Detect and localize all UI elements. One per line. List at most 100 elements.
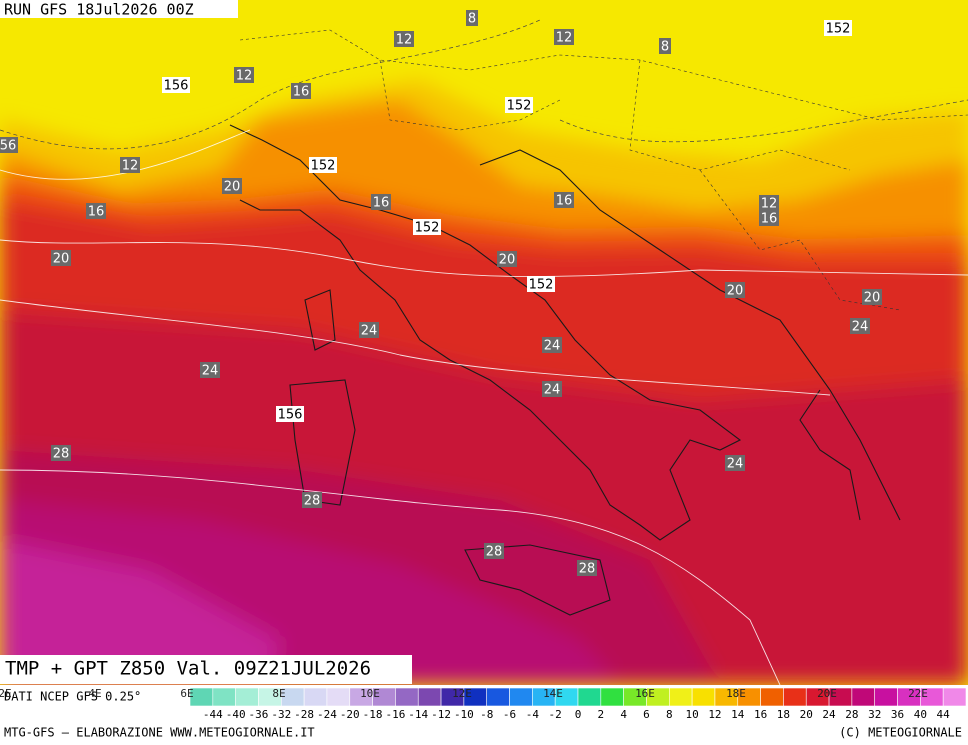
geopotential-label: 152 bbox=[826, 22, 851, 37]
run-box bbox=[0, 0, 238, 18]
geopotential-label: 152 bbox=[311, 159, 336, 174]
temperature-label-box bbox=[497, 251, 517, 267]
temperature-label: 12 bbox=[761, 197, 778, 212]
longitude-label: 8E bbox=[272, 687, 285, 700]
temperature-label: 20 bbox=[864, 291, 881, 306]
temperature-label: 16 bbox=[761, 212, 778, 227]
temperature-label: 20 bbox=[727, 284, 744, 299]
temperature-label: 16 bbox=[293, 85, 310, 100]
geopotential-label-box bbox=[505, 97, 533, 113]
colorbar-label: -32 bbox=[271, 708, 291, 721]
temperature-label: 24 bbox=[544, 383, 561, 398]
colorbar-label: 10 bbox=[685, 708, 698, 721]
colorbar-label: -4 bbox=[526, 708, 540, 721]
temperature-label: 28 bbox=[579, 562, 596, 577]
temperature-label-box bbox=[850, 318, 870, 334]
temperature-label: 8 bbox=[468, 12, 476, 27]
colorbar-label: -28 bbox=[294, 708, 314, 721]
colorbar-swatch bbox=[486, 687, 510, 707]
temperature-label-box bbox=[234, 67, 254, 83]
colorbar-label: 0 bbox=[575, 708, 582, 721]
temperature-label: 16 bbox=[556, 194, 573, 209]
temperature-label-box bbox=[120, 157, 140, 173]
colorbar-swatch bbox=[303, 687, 328, 707]
temperature-label-box bbox=[302, 492, 322, 508]
temperature-label-box bbox=[394, 31, 414, 47]
colorbar-label: 20 bbox=[800, 708, 813, 721]
colorbar-label: -2 bbox=[549, 708, 562, 721]
geopotential-label: 156 bbox=[278, 408, 303, 423]
temperature-label: 24 bbox=[544, 339, 561, 354]
colorbar-swatch bbox=[760, 687, 784, 707]
colorbar-label: 2 bbox=[598, 708, 605, 721]
longitude-label: 10E bbox=[360, 687, 380, 700]
geopotential-label-box bbox=[527, 276, 555, 292]
colorbar-swatch bbox=[417, 687, 442, 707]
temperature-label-box bbox=[577, 560, 597, 576]
longitude-label: 16E bbox=[635, 687, 655, 700]
temperature-label: 12 bbox=[556, 31, 573, 46]
longitude-label: 2E bbox=[0, 687, 12, 700]
temperature-label: 20 bbox=[499, 253, 516, 268]
colorbar-label: 32 bbox=[868, 708, 881, 721]
colorbar-label: -40 bbox=[226, 708, 246, 721]
temperature-label-box bbox=[484, 543, 504, 559]
colorbar-label: -24 bbox=[317, 708, 337, 721]
temperature-label-box bbox=[51, 250, 71, 266]
temperature-label-box bbox=[542, 381, 562, 397]
colorbar-label: -6 bbox=[503, 708, 516, 721]
colorbar-label: -16 bbox=[385, 708, 405, 721]
temperature-label: 28 bbox=[486, 545, 503, 560]
colorbar-label: 44 bbox=[937, 708, 951, 721]
geopotential-label-box bbox=[413, 219, 441, 235]
colorbar-label: 6 bbox=[643, 708, 650, 721]
colorbar: -44 -40 -36 -32 -28 -24 -20 -18 -16 -14 -12 -10 -8 -6… bbox=[0, 687, 967, 721]
colorbar-swatch bbox=[600, 687, 624, 707]
geopotential-label: 156 bbox=[164, 79, 189, 94]
colorbar-label: -36 bbox=[249, 708, 269, 721]
title-box bbox=[0, 655, 412, 684]
colorbar-swatch bbox=[668, 687, 693, 707]
isotherms bbox=[0, 129, 968, 685]
geopotential-label: 152 bbox=[529, 278, 554, 293]
colorbar-label: 14 bbox=[731, 708, 745, 721]
geopotential-label-box bbox=[824, 20, 852, 36]
colorbar-label: -10 bbox=[454, 708, 474, 721]
colorbar-swatch bbox=[509, 687, 533, 707]
temperature-label-box bbox=[759, 195, 779, 211]
longitude-label: 20E bbox=[817, 687, 837, 700]
colorbar-swatch bbox=[326, 687, 351, 707]
colorbar-label: 40 bbox=[914, 708, 927, 721]
temperature-label-box bbox=[554, 29, 574, 45]
product-title: TMP + GPT Z850 Val. 09Z21JUL2026 bbox=[5, 658, 371, 680]
credit-right: (C) METEOGIORNALE bbox=[839, 726, 962, 740]
longitude-label: 14E bbox=[543, 687, 563, 700]
credit-left: MTG-GFS — ELABORAZIONE WWW.METEOGIORNALE… bbox=[4, 726, 315, 740]
longitude-label: 6E bbox=[180, 687, 193, 700]
temperature-label: 28 bbox=[304, 494, 321, 509]
longitude-label: 4E bbox=[88, 687, 101, 700]
geopotential-label-box bbox=[309, 157, 337, 173]
colorbar-label: 8 bbox=[666, 708, 673, 721]
colorbar-swatch bbox=[874, 687, 898, 707]
temperature-label: 12 bbox=[236, 69, 253, 84]
temperature-label-box bbox=[371, 194, 391, 210]
longitude-label: 12E bbox=[452, 687, 472, 700]
temperature-label-box bbox=[659, 38, 671, 54]
temperature-label-box bbox=[862, 289, 882, 305]
temperature-label: 24 bbox=[852, 320, 869, 335]
temperature-label-box bbox=[759, 210, 779, 226]
temperature-label: 16 bbox=[373, 196, 390, 211]
dashed-isotherms bbox=[0, 19, 968, 150]
coastlines bbox=[229, 124, 901, 616]
borders bbox=[239, 29, 968, 311]
temperature-label: 12 bbox=[396, 33, 413, 48]
temperature-label-box bbox=[0, 137, 18, 153]
temperature-label: 20 bbox=[53, 252, 70, 267]
temperature-label: 8 bbox=[661, 40, 669, 55]
geopotential-label-box bbox=[162, 77, 190, 93]
colorbar-label: -20 bbox=[340, 708, 360, 721]
